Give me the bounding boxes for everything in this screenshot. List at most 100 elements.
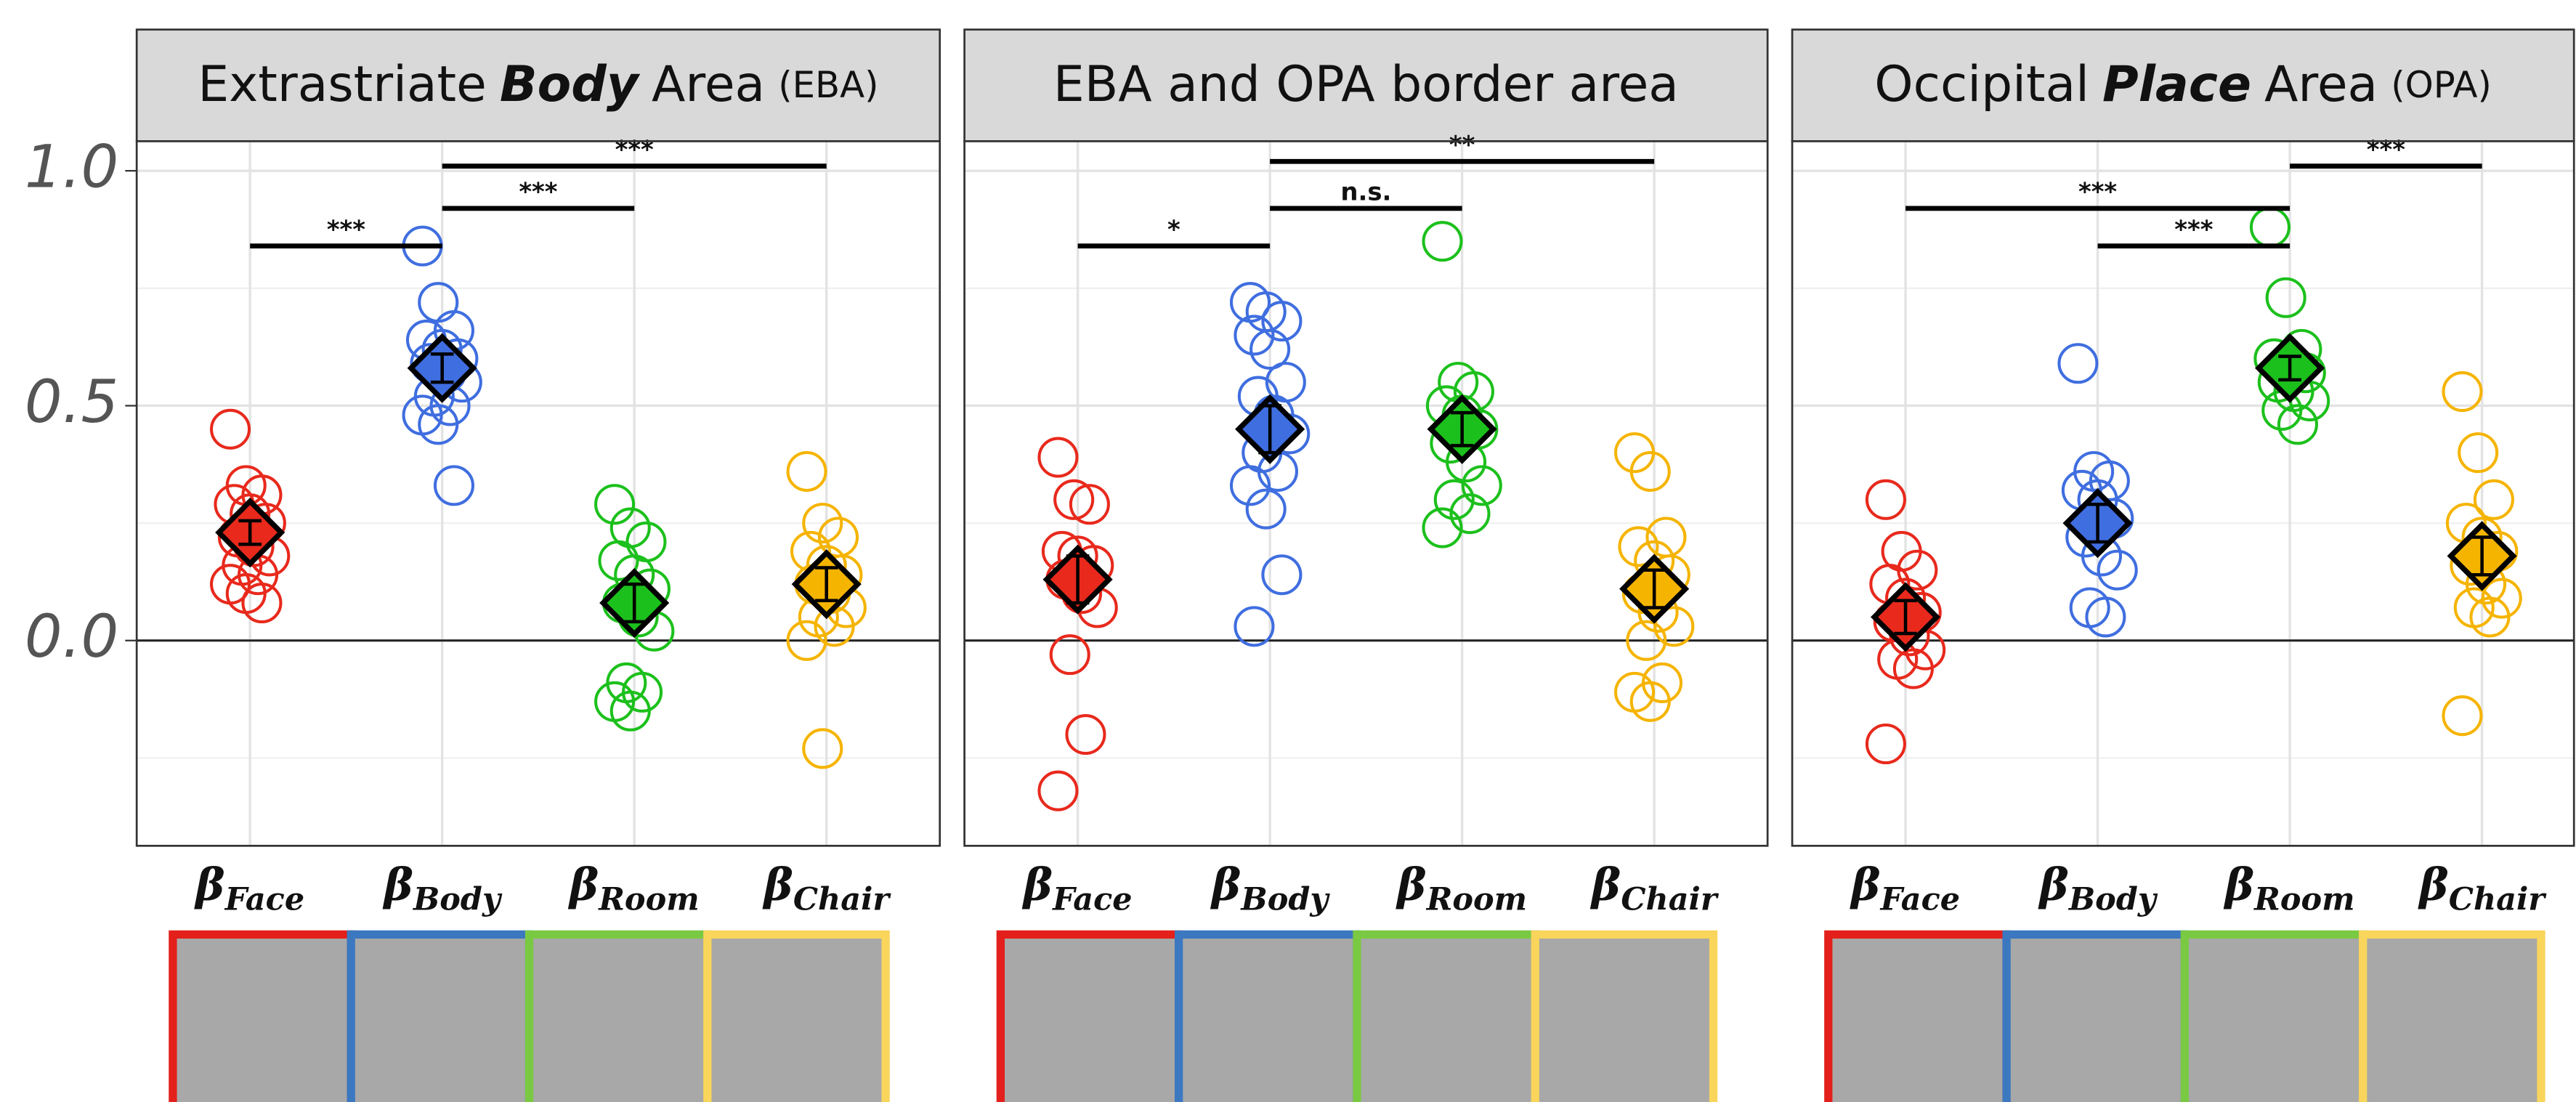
stimulus-thumbnail xyxy=(524,930,712,1102)
category-symbol: β xyxy=(2418,859,2449,911)
subject-point xyxy=(1626,620,1667,661)
stimulus-thumbnail xyxy=(1175,930,1361,1102)
subject-point xyxy=(2458,432,2499,474)
category-subscript: Body xyxy=(413,881,503,917)
title-part: Extrastriate xyxy=(198,54,487,112)
subject-point xyxy=(1629,450,1671,493)
subject-point xyxy=(1069,484,1110,525)
subject-point xyxy=(1897,549,1938,591)
subject-point xyxy=(210,408,251,450)
title-part: Area xyxy=(2264,54,2378,112)
x-tick-label: βChair xyxy=(2418,859,2547,918)
category-symbol: β xyxy=(1210,859,1242,911)
subject-point xyxy=(1065,714,1106,755)
title-part: EBA and OPA border area xyxy=(1053,54,1679,112)
significance-label: n.s. xyxy=(1340,178,1391,206)
subject-point xyxy=(418,404,459,445)
title-part: Area xyxy=(652,54,765,112)
category-subscript: Room xyxy=(2253,881,2354,917)
error-bar xyxy=(430,352,454,384)
x-tick-label: βRoom xyxy=(568,859,700,918)
category-subscript: Body xyxy=(1240,881,1330,917)
category-subscript: Room xyxy=(598,881,699,917)
category-symbol: β xyxy=(1590,859,1621,911)
title-part: Body xyxy=(500,54,641,112)
category-symbol: β xyxy=(194,859,225,911)
subject-point xyxy=(1245,488,1287,530)
subject-point xyxy=(1865,723,1906,765)
stimulus-thumbnail xyxy=(347,930,534,1102)
panel-title: EBA and OPA border area xyxy=(1053,54,1679,112)
subject-point xyxy=(1449,493,1491,535)
significance-label: *** xyxy=(2367,135,2405,163)
strip xyxy=(135,28,941,142)
stimulus-thumbnail xyxy=(703,930,890,1102)
panel-border xyxy=(1791,140,2575,847)
panel-title: Extrastriate Body Area (EBA) xyxy=(198,54,878,112)
subject-point xyxy=(2057,343,2099,384)
error-bar xyxy=(623,582,647,624)
subject-point xyxy=(802,728,843,769)
stimulus-thumbnail xyxy=(169,930,355,1102)
subject-point xyxy=(1422,507,1463,548)
plot-area xyxy=(1792,141,2575,846)
x-tick-label: βRoom xyxy=(1396,859,1527,918)
stimulus-thumbnail xyxy=(1353,930,1539,1102)
error-bar xyxy=(2470,535,2494,577)
y-tick-label: 1.0 xyxy=(25,133,118,202)
strip xyxy=(963,28,1769,142)
category-symbol: β xyxy=(762,859,793,911)
category-subscript: Face xyxy=(1880,881,1960,917)
panel-border xyxy=(135,140,941,847)
subject-point xyxy=(1433,479,1475,520)
subject-point xyxy=(1653,606,1695,647)
subject-point xyxy=(609,690,651,732)
x-tick-label: βChair xyxy=(762,859,891,918)
x-tick-label: βBody xyxy=(1210,859,1330,918)
title-part: (EBA) xyxy=(778,63,878,105)
subject-point xyxy=(598,540,639,581)
plot-area xyxy=(964,141,1768,846)
subject-point xyxy=(1461,465,1502,506)
subject-point xyxy=(2469,596,2511,638)
error-bar xyxy=(1894,599,1917,636)
error-bar xyxy=(1450,410,1474,447)
subject-point xyxy=(2097,549,2138,591)
category-symbol: β xyxy=(1022,859,1053,911)
category-subscript: Body xyxy=(2068,881,2158,917)
error-bar xyxy=(1066,554,1090,605)
significance-label: *** xyxy=(2078,178,2117,206)
error-bar xyxy=(1643,568,1666,609)
subject-point xyxy=(2442,371,2483,413)
subject-point xyxy=(1234,315,1275,356)
x-tick-label: βFace xyxy=(1022,859,1133,918)
category-symbol: β xyxy=(2038,859,2069,911)
subject-point xyxy=(594,484,636,525)
category-symbol: β xyxy=(568,859,599,911)
significance-label: *** xyxy=(327,215,365,243)
subject-point xyxy=(241,582,283,624)
subject-point xyxy=(2473,479,2514,520)
x-tick-label: βBody xyxy=(382,859,502,918)
title-part: Place xyxy=(2102,54,2251,112)
stimulus-thumbnail xyxy=(2002,930,2190,1102)
category-subscript: Chair xyxy=(793,881,892,917)
x-tick-label: βFace xyxy=(1850,859,1960,918)
error-bar xyxy=(2086,502,2110,544)
subject-point xyxy=(786,620,827,661)
subject-point xyxy=(1053,479,1095,520)
significance-label: *** xyxy=(2174,215,2213,243)
subject-point xyxy=(2085,596,2126,638)
subject-point xyxy=(2277,404,2318,445)
significance-label: *** xyxy=(519,178,557,206)
error-bar xyxy=(814,566,838,603)
subject-point xyxy=(786,450,827,493)
category-subscript: Face xyxy=(1052,881,1132,917)
title-part: (OPA) xyxy=(2391,63,2492,105)
stimulus-thumbnail xyxy=(2359,930,2545,1102)
category-subscript: Face xyxy=(224,881,304,917)
significance-label: *** xyxy=(615,135,654,163)
subject-point xyxy=(1892,648,1934,689)
subject-point xyxy=(1261,301,1303,342)
